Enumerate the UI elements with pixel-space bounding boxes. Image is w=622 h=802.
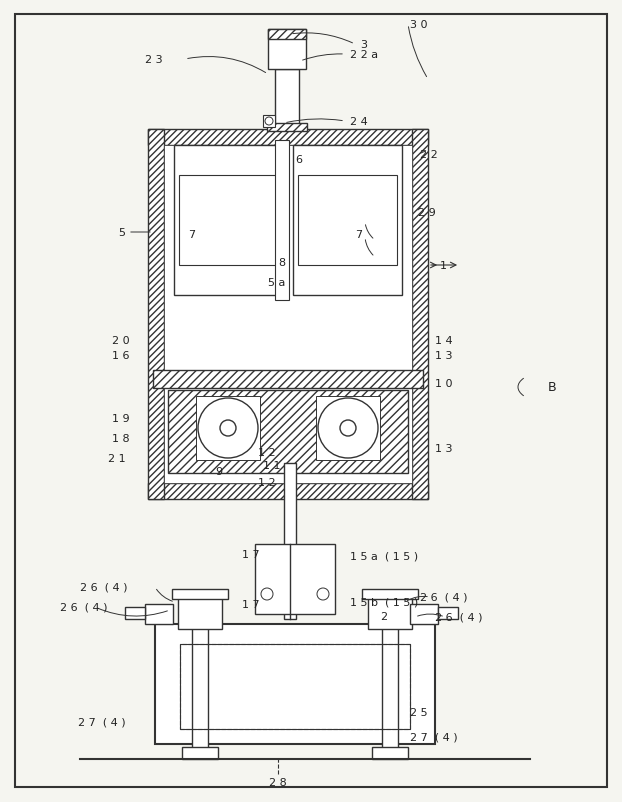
- Bar: [155, 624, 435, 744]
- Bar: [263, 115, 275, 128]
- Text: 5: 5: [118, 228, 125, 237]
- Bar: [275, 141, 289, 301]
- Text: 2 6  ( 4 ): 2 6 ( 4 ): [435, 612, 483, 622]
- Bar: [164, 146, 412, 484]
- Bar: [179, 176, 278, 265]
- Text: 9: 9: [215, 467, 222, 476]
- Bar: [362, 589, 418, 599]
- Text: 2 6  ( 4 ): 2 6 ( 4 ): [80, 582, 128, 592]
- Bar: [148, 130, 428, 146]
- Text: 1 6: 1 6: [112, 350, 129, 361]
- Circle shape: [220, 420, 236, 436]
- Circle shape: [340, 420, 356, 436]
- Bar: [196, 396, 260, 460]
- Text: 2 7  ( 4 ): 2 7 ( 4 ): [410, 732, 458, 742]
- Text: 1 5 a  ( 1 5 ): 1 5 a ( 1 5 ): [350, 551, 418, 561]
- Text: 2 1: 2 1: [108, 453, 126, 464]
- Text: 2 5: 2 5: [410, 707, 427, 717]
- Bar: [182, 747, 218, 759]
- Bar: [268, 30, 306, 40]
- Text: 8: 8: [278, 257, 285, 268]
- Text: 1: 1: [440, 261, 447, 270]
- Bar: [316, 396, 380, 460]
- Bar: [382, 624, 398, 754]
- Bar: [180, 644, 410, 729]
- Text: 2 7  ( 4 ): 2 7 ( 4 ): [78, 717, 126, 727]
- Text: 1 9: 1 9: [112, 414, 129, 423]
- Bar: [412, 130, 428, 500]
- Text: B: B: [548, 381, 557, 394]
- Text: 1 0: 1 0: [435, 379, 452, 388]
- Text: 1 4: 1 4: [435, 335, 453, 346]
- Bar: [298, 176, 397, 265]
- Bar: [267, 124, 307, 132]
- Text: 2 8: 2 8: [269, 777, 287, 787]
- Bar: [145, 604, 173, 624]
- Text: 7: 7: [355, 229, 362, 240]
- Bar: [148, 484, 428, 500]
- Bar: [168, 391, 408, 473]
- Text: 1 2: 1 2: [258, 477, 276, 488]
- Bar: [438, 607, 458, 619]
- Text: 7: 7: [188, 229, 195, 240]
- Text: 2 6  ( 4 ): 2 6 ( 4 ): [60, 602, 108, 612]
- Text: 1 1: 1 1: [263, 460, 281, 471]
- Bar: [192, 624, 208, 754]
- Bar: [255, 545, 335, 614]
- Bar: [284, 464, 296, 619]
- Bar: [178, 594, 222, 630]
- Bar: [368, 594, 412, 630]
- Text: 5 a: 5 a: [268, 277, 285, 288]
- Text: 3: 3: [360, 40, 367, 50]
- Text: 1 7: 1 7: [242, 599, 259, 610]
- Text: 2 2 a: 2 2 a: [350, 50, 378, 60]
- Bar: [410, 604, 438, 624]
- Bar: [293, 146, 402, 296]
- Text: 3 0: 3 0: [410, 20, 427, 30]
- Bar: [174, 146, 283, 296]
- Bar: [125, 607, 145, 619]
- Text: 6: 6: [295, 155, 302, 164]
- Bar: [268, 30, 306, 70]
- Text: 2 4: 2 4: [350, 117, 368, 127]
- Bar: [372, 747, 408, 759]
- Text: 1 7: 1 7: [242, 549, 259, 559]
- Bar: [148, 130, 164, 500]
- Bar: [172, 589, 228, 599]
- Text: 2: 2: [380, 611, 387, 622]
- Text: 2 9: 2 9: [418, 208, 436, 217]
- Text: 2 0: 2 0: [112, 335, 129, 346]
- Text: 2 3: 2 3: [145, 55, 162, 65]
- Text: 2 6  ( 4 ): 2 6 ( 4 ): [420, 592, 468, 602]
- Text: 2 2: 2 2: [420, 150, 438, 160]
- Bar: [275, 70, 299, 130]
- Text: 1 3: 1 3: [435, 444, 452, 453]
- Text: 1 5 b  ( 1 5 ): 1 5 b ( 1 5 ): [350, 597, 418, 607]
- Text: 1 3: 1 3: [435, 350, 452, 361]
- Text: 1 8: 1 8: [112, 433, 129, 444]
- Text: 1 2: 1 2: [258, 448, 276, 457]
- Bar: [153, 371, 423, 388]
